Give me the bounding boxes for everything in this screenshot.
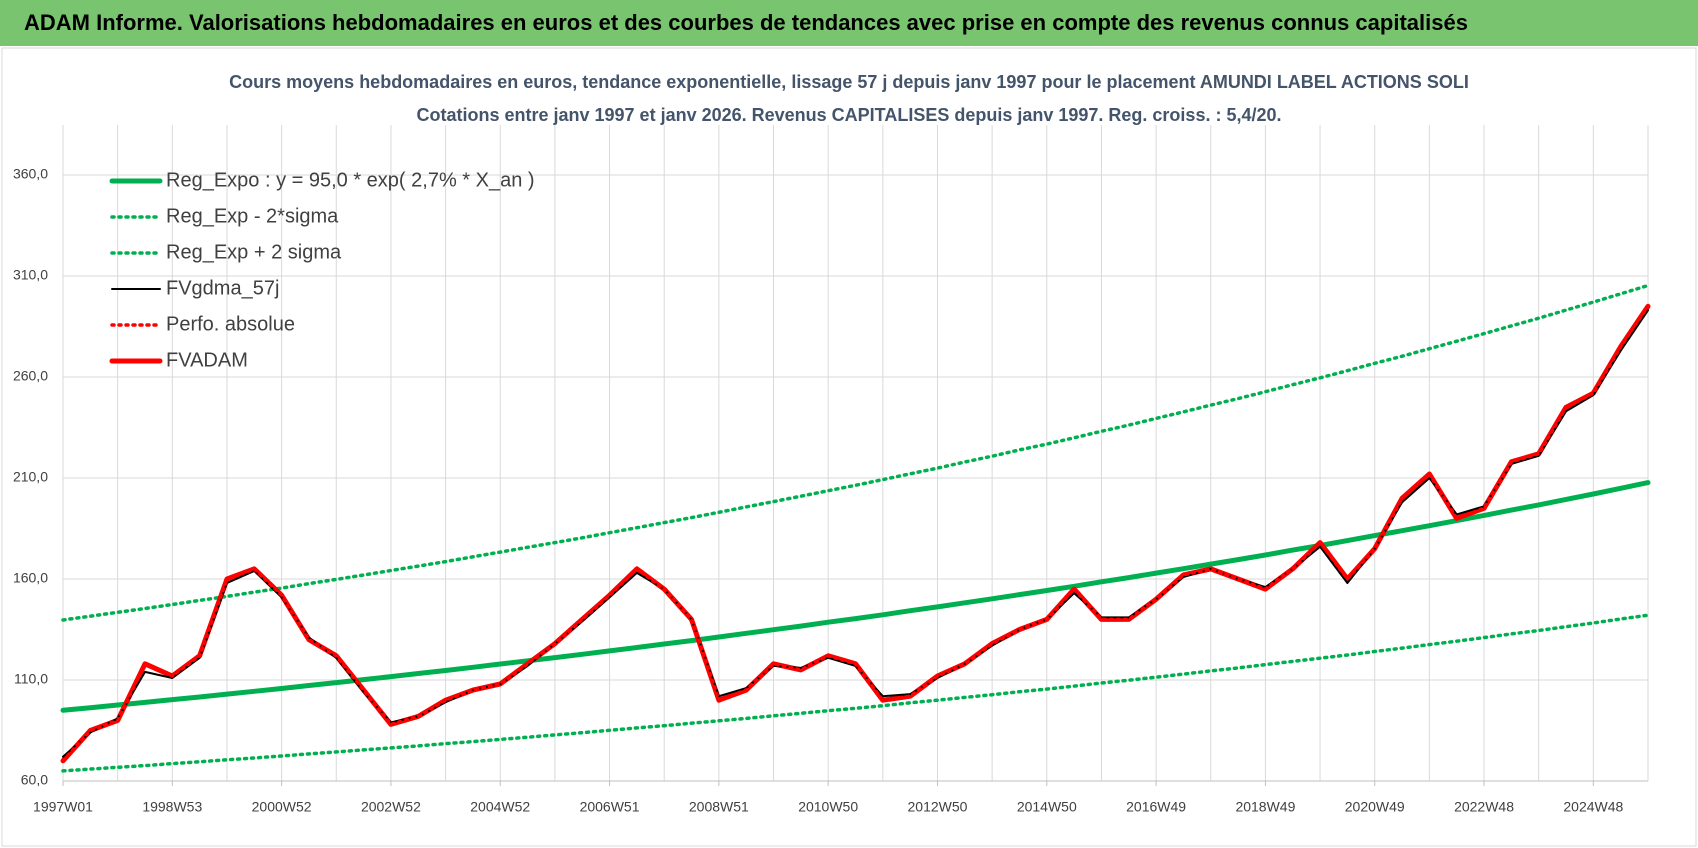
- chart-frame: [1, 47, 1697, 847]
- series-line: [61, 613, 1650, 773]
- x-tick-label: 1997W01: [33, 799, 93, 815]
- x-tick-label: 2016W49: [1126, 799, 1186, 815]
- legend-label: FVgdma_57j: [166, 277, 279, 299]
- x-tick-label: 2024W48: [1563, 799, 1623, 815]
- x-tick-label: 2004W52: [470, 799, 530, 815]
- x-tick-label: 2010W50: [798, 799, 858, 815]
- series-line: [61, 304, 1650, 763]
- header-title: ADAM Informe. Valorisations hebdomadaire…: [24, 10, 1468, 35]
- y-tick-label: 260,0: [13, 368, 48, 384]
- legend-label: FVADAM: [166, 349, 248, 371]
- x-tick-label: 2006W51: [580, 799, 640, 815]
- y-tick-label: 310,0: [13, 267, 48, 283]
- chart-subtitle: Cotations entre janv 1997 et janv 2026. …: [416, 105, 1281, 125]
- y-tick-label: 210,0: [13, 469, 48, 485]
- y-tick-label: 360,0: [13, 166, 48, 182]
- series-line: [61, 283, 1650, 622]
- x-tick-label: 1998W53: [142, 799, 202, 815]
- header-bar: [0, 0, 1698, 46]
- y-tick-label: 60,0: [21, 772, 48, 788]
- chart-title: Cours moyens hebdomadaires en euros, ten…: [229, 72, 1469, 92]
- x-tick-label: 2014W50: [1017, 799, 1077, 815]
- legend-label: Reg_Exp - 2*sigma: [166, 205, 339, 227]
- x-tick-label: 2020W49: [1345, 799, 1405, 815]
- legend-label: Reg_Expo : y = 95,0 * exp( 2,7% * X_an ): [166, 169, 535, 191]
- y-tick-label: 160,0: [13, 570, 48, 586]
- legend-label: Perfo. absolue: [166, 313, 295, 335]
- x-tick-label: 2022W48: [1454, 799, 1514, 815]
- x-tick-label: 2012W50: [908, 799, 968, 815]
- legend-label: Reg_Exp + 2 sigma: [166, 241, 342, 263]
- x-tick-label: 2008W51: [689, 799, 749, 815]
- x-tick-label: 2002W52: [361, 799, 421, 815]
- y-tick-label: 110,0: [14, 671, 48, 687]
- x-tick-label: 2018W49: [1235, 799, 1295, 815]
- x-tick-label: 2000W52: [252, 799, 312, 815]
